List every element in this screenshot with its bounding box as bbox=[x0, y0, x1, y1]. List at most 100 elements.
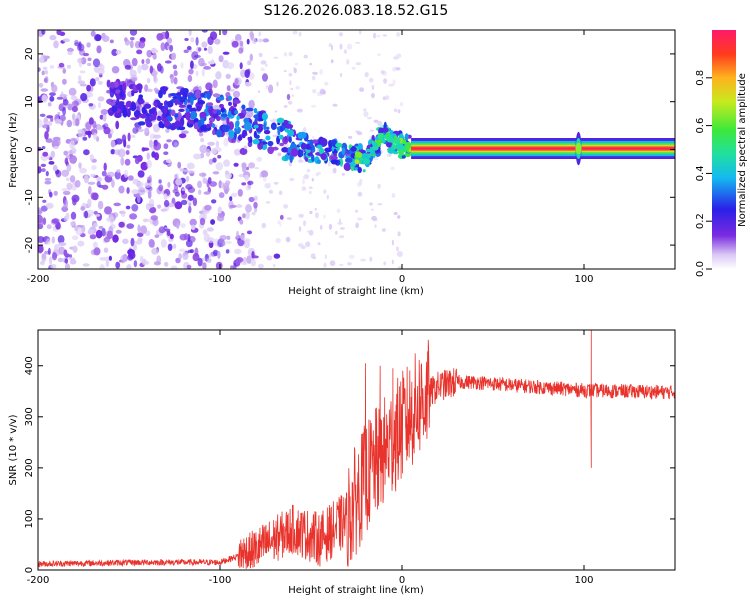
spectrogram-cell bbox=[209, 108, 214, 117]
spectrogram-cell bbox=[318, 147, 325, 155]
colorbar-tick-label: 0.6 bbox=[695, 118, 706, 134]
spectrogram-cell bbox=[382, 34, 387, 37]
spectrogram-cell bbox=[51, 236, 56, 244]
spectrogram-cell bbox=[101, 227, 106, 237]
spectrogram-cell bbox=[370, 92, 375, 99]
spectrogram-cell bbox=[206, 91, 211, 100]
spectrogram-cell bbox=[39, 260, 46, 266]
spectrogram-cell bbox=[323, 189, 327, 195]
spectrogram-cell bbox=[108, 101, 116, 106]
spectrogram-cell bbox=[253, 121, 258, 126]
spectrogram-cell bbox=[298, 213, 304, 218]
spectrogram-cell bbox=[239, 147, 248, 155]
spectrogram-cell bbox=[230, 265, 234, 269]
spectrogram-cell bbox=[138, 94, 143, 99]
spectrogram-cell bbox=[222, 241, 226, 246]
spectrogram-cell bbox=[127, 132, 131, 142]
spectrogram-cell bbox=[393, 211, 398, 216]
snr-panel: -200 -100 0 100 0 100 200 300 400 Height of stra… bbox=[8, 329, 676, 596]
spectrogram-cell bbox=[98, 126, 104, 131]
spectrogram-cell bbox=[176, 111, 182, 121]
spectrogram-cell bbox=[45, 138, 53, 143]
spectrogram-cell bbox=[297, 132, 303, 139]
spectrogram-cell bbox=[188, 205, 192, 214]
spectrogram-cell bbox=[93, 132, 97, 140]
spectrogram-cell bbox=[93, 210, 99, 215]
spectrogram-cell bbox=[41, 146, 46, 150]
spectrogram-cell bbox=[49, 92, 56, 96]
spectrogram-cell bbox=[397, 231, 401, 237]
spectrogram-cell bbox=[226, 116, 230, 126]
spectrogram-cell bbox=[46, 224, 52, 230]
spectrogram-cell bbox=[226, 85, 231, 92]
spectrogram-cell bbox=[110, 81, 115, 89]
spectrogram-cell bbox=[396, 32, 401, 37]
spectrogram-cell bbox=[185, 111, 191, 121]
spectrogram-cell bbox=[62, 38, 70, 43]
spectrogram-cell bbox=[229, 130, 235, 139]
spectrogram-cell bbox=[205, 82, 213, 91]
spectrogram-cell bbox=[209, 117, 215, 122]
spectrogram-cell bbox=[369, 202, 373, 206]
spectrogram-cell bbox=[153, 75, 158, 84]
spectrogram-cell bbox=[398, 53, 401, 57]
spectrogram-cell bbox=[103, 126, 111, 135]
spectrogram-cell bbox=[246, 166, 250, 171]
spectrogram-cell bbox=[122, 82, 127, 92]
spectrogram-cell bbox=[308, 186, 313, 189]
spectrogram-cell bbox=[271, 124, 277, 130]
spectrogram-cell bbox=[62, 68, 67, 74]
spectrogram-cell bbox=[70, 95, 78, 101]
spectrogram-cell bbox=[380, 70, 385, 75]
spectrogram-cell bbox=[51, 252, 58, 261]
spectrogram-cell bbox=[149, 206, 157, 214]
spectrogram-ylabel: Frequency (Hz) bbox=[8, 112, 19, 188]
spectrogram-cell bbox=[87, 181, 96, 185]
spectrogram-cell bbox=[38, 166, 42, 171]
spectrogram-cell bbox=[391, 193, 396, 198]
snr-xlabel: Height of straight line (km) bbox=[288, 585, 424, 596]
spectrogram-cell bbox=[59, 93, 68, 98]
spectrogram-cell bbox=[194, 89, 201, 99]
spectrogram-cell bbox=[103, 162, 107, 171]
spectrogram-cell bbox=[291, 94, 294, 97]
spectrogram-cell bbox=[89, 234, 97, 240]
spectrogram-cell bbox=[251, 211, 256, 216]
spectrogram-cell bbox=[160, 208, 167, 212]
spectrogram-cell bbox=[80, 93, 88, 102]
spectrogram-cell bbox=[328, 43, 332, 48]
spectrogram-cell bbox=[115, 49, 122, 55]
spectrogram-cell bbox=[66, 182, 73, 191]
spectrogram-cell bbox=[358, 30, 362, 35]
spectrogram-cell bbox=[248, 99, 255, 109]
spectrogram-cell bbox=[137, 121, 146, 126]
spectrogram-cell bbox=[38, 67, 41, 72]
spectrogram-cell bbox=[233, 148, 242, 156]
spectrogram-cell bbox=[341, 147, 346, 155]
spectrogram-cell bbox=[126, 187, 130, 194]
spectrogram-cell bbox=[166, 230, 171, 237]
spectrogram-cell bbox=[354, 41, 361, 45]
spectrogram-cell bbox=[246, 230, 253, 235]
spectrogram-cell bbox=[163, 105, 168, 115]
spectrogram-cell bbox=[140, 225, 148, 235]
spectrogram-cell bbox=[314, 208, 317, 211]
spectrogram-cell bbox=[92, 192, 99, 201]
spectrogram-cell bbox=[339, 235, 345, 239]
spectrogram-cell bbox=[158, 90, 163, 99]
spectrogram-cell bbox=[184, 38, 189, 41]
spectrogram-cell bbox=[266, 255, 273, 261]
spectrogram-cell bbox=[298, 243, 304, 248]
spectrogram-cell bbox=[273, 253, 281, 259]
spectrogram-cell bbox=[279, 214, 284, 220]
spectrogram-cell bbox=[243, 145, 248, 150]
spectrogram-cell bbox=[110, 139, 116, 148]
spectrogram-cell bbox=[110, 128, 114, 135]
y-tick-label: 0 bbox=[24, 567, 35, 573]
spectrogram-cell bbox=[115, 89, 121, 95]
spectrogram-cell bbox=[67, 103, 73, 111]
spectrogram-cell bbox=[216, 214, 225, 222]
colorbar-tick-label: 0.2 bbox=[695, 213, 706, 229]
spectrogram-cell bbox=[116, 169, 121, 173]
spectrogram-cell bbox=[283, 52, 288, 57]
